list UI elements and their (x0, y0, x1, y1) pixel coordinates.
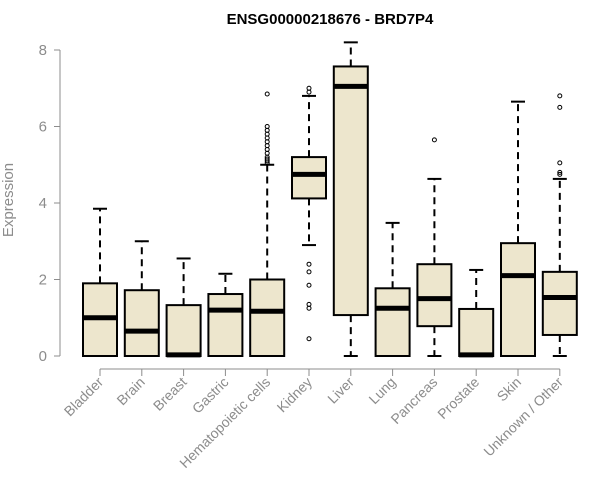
outlier-point (557, 104, 563, 110)
y-axis-label: Expression (0, 163, 17, 237)
box-group (332, 41, 369, 357)
x-tick-label: Bladder (61, 374, 107, 420)
outlier-point (306, 85, 312, 91)
box (458, 307, 495, 358)
x-tick-label: Kidney (274, 374, 316, 416)
box (374, 287, 411, 357)
outlier-point (264, 91, 270, 97)
box-group (500, 100, 536, 358)
box (332, 65, 369, 317)
x-tick-label: Prostate (434, 374, 482, 422)
outlier-point (306, 269, 312, 275)
x-tick-label: Breast (150, 374, 190, 414)
outlier-point (306, 336, 312, 342)
box (500, 242, 536, 358)
boxes (82, 41, 578, 358)
box-group (374, 221, 411, 357)
outlier-point (306, 261, 312, 267)
outlier-point (264, 156, 270, 162)
chart-title: ENSG00000218676 - BRD7P4 (227, 11, 434, 28)
outlier-point (431, 137, 437, 143)
box-group (416, 137, 453, 357)
y-axis: 0 2 4 6 8 (39, 42, 61, 365)
box (291, 156, 327, 200)
box (249, 278, 286, 357)
y-tick-label: 4 (39, 195, 47, 212)
box (541, 270, 578, 336)
box-group (249, 91, 286, 357)
outlier-point (306, 282, 312, 288)
outlier-point (557, 169, 563, 175)
box-group (291, 85, 327, 342)
outlier-point (264, 124, 270, 129)
box-group (123, 240, 160, 357)
outlier-point (557, 160, 563, 166)
outlier-point (557, 93, 563, 99)
x-tick-label: Skin (494, 374, 525, 405)
box (416, 263, 453, 328)
box-group (458, 268, 495, 358)
box-group (165, 257, 202, 358)
box (123, 289, 160, 357)
y-tick-label: 8 (39, 42, 47, 59)
box-group (207, 272, 244, 358)
x-tick-label: Brain (113, 374, 147, 408)
y-tick-label: 2 (39, 272, 47, 289)
outlier-point (306, 301, 312, 307)
box-group (82, 207, 118, 358)
box (207, 293, 244, 358)
x-tick-label: Liver (324, 374, 357, 407)
box-group (541, 93, 578, 357)
x-tick-label: Unknown / Other (480, 374, 566, 460)
x-tick-label: Lung (365, 374, 398, 407)
box (165, 304, 202, 358)
outlier-point (557, 171, 563, 177)
y-tick-label: 6 (39, 119, 47, 136)
y-tick-label: 0 (39, 348, 47, 365)
